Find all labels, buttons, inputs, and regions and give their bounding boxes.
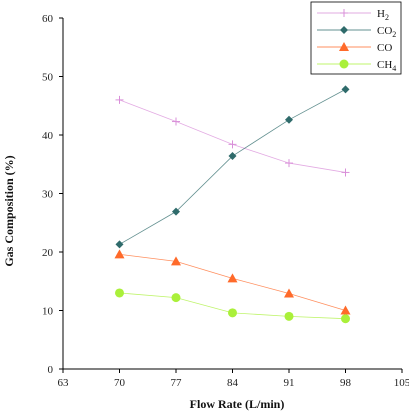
axes: 0 10 20 30 40 50 60 63 70 77 84 91 98 105	[42, 13, 409, 389]
y-axis-title: Gas Composition (%)	[2, 155, 16, 266]
legend-label-base: CO	[377, 42, 392, 54]
legend-label-base: CH	[377, 59, 392, 71]
legend-label-subscript: 2	[385, 13, 389, 22]
series-3	[115, 288, 350, 324]
legend-label-base: CO	[377, 25, 392, 37]
data-point	[284, 288, 294, 298]
data-point	[285, 159, 293, 168]
series-0	[115, 95, 350, 177]
data-point	[228, 308, 237, 318]
data-point	[115, 288, 124, 298]
legend-item: CO	[317, 42, 392, 54]
legend-marker	[339, 59, 349, 69]
y-tick-label: 40	[42, 130, 54, 142]
y-tick-label: 30	[42, 189, 54, 201]
data-point	[115, 95, 124, 104]
data-point	[171, 256, 181, 266]
legend-marker	[340, 9, 348, 17]
y-tick-label: 20	[42, 247, 54, 259]
data-point	[284, 311, 294, 321]
x-tick-label: 105	[394, 377, 409, 389]
y-tick-label: 10	[42, 306, 54, 318]
legend-label: CH4	[377, 59, 396, 73]
x-tick-label: 91	[284, 377, 295, 389]
x-axis-title: Flow Rate (L/min)	[190, 397, 285, 411]
data-point	[172, 117, 180, 126]
data-point	[341, 314, 350, 324]
legend-marker	[339, 42, 349, 51]
series-2	[114, 249, 351, 315]
x-tick-label: 84	[227, 377, 239, 389]
x-tick-label: 63	[58, 377, 70, 389]
data-point	[341, 168, 350, 177]
y-tick-label: 60	[42, 13, 54, 25]
x-tick-label: 77	[171, 377, 183, 389]
x-tick-label: 98	[340, 377, 352, 389]
data-point	[115, 240, 124, 249]
legend-box	[310, 1, 402, 75]
legend-marker	[340, 26, 348, 34]
series-line	[119, 99, 346, 173]
data-point	[341, 85, 350, 94]
legend-label: CO2	[377, 25, 396, 39]
series-layer	[114, 85, 351, 324]
legend-label-base: H	[377, 8, 385, 20]
legend-item: CH4	[317, 59, 396, 73]
data-point	[340, 305, 351, 315]
y-tick-label: 0	[48, 364, 54, 376]
data-point	[228, 152, 237, 161]
y-tick-label: 50	[42, 72, 54, 84]
data-point	[171, 293, 181, 303]
data-point	[114, 249, 125, 259]
legend-item: H2	[317, 8, 389, 22]
series-line	[119, 253, 346, 311]
data-point	[172, 207, 180, 216]
legend-label-subscript: 4	[392, 64, 396, 73]
legend-item: CO2	[317, 25, 396, 39]
series-1	[115, 85, 350, 249]
data-point	[227, 273, 238, 283]
data-point	[228, 140, 237, 149]
x-tick-label: 70	[114, 377, 126, 389]
legend-label-subscript: 2	[392, 30, 396, 39]
legend-label: H2	[377, 8, 389, 22]
data-point	[285, 115, 293, 124]
legend-label: CO	[377, 42, 392, 54]
